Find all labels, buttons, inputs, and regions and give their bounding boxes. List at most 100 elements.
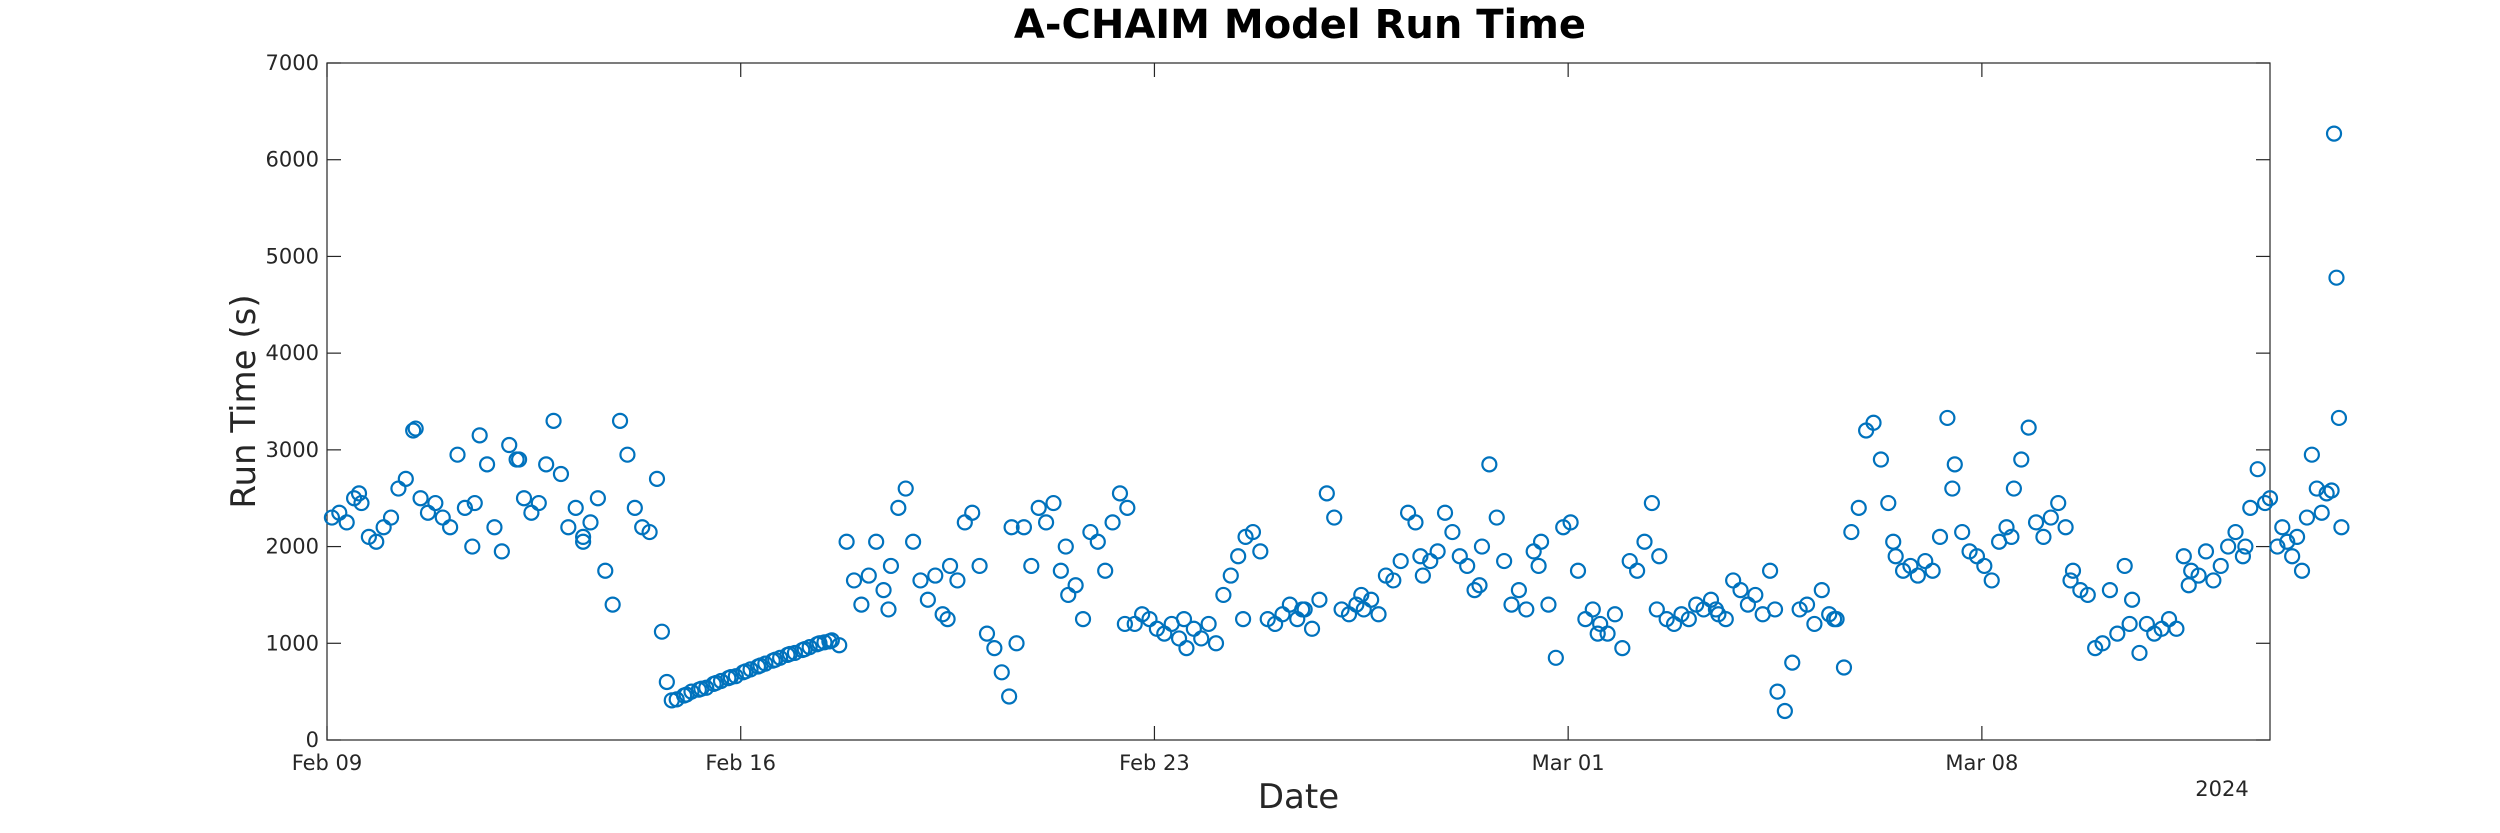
data-point (1436, 504, 1454, 521)
x-tick-label: Feb 09 (292, 751, 363, 775)
data-point (1865, 414, 1882, 431)
data-point (2227, 523, 2244, 541)
data-point (1518, 601, 1535, 618)
data-point (2220, 538, 2237, 555)
data-point (1769, 683, 1786, 700)
data-point (619, 446, 636, 463)
data-point (552, 465, 570, 483)
data-point (2237, 538, 2254, 555)
data-point (2020, 419, 2037, 436)
data-point (2079, 586, 2096, 604)
data-point (1707, 601, 1725, 618)
data-point (1451, 548, 1468, 565)
data-point (2042, 509, 2059, 526)
data-point (831, 637, 848, 654)
data-point (1606, 606, 1624, 623)
data-point (560, 519, 577, 536)
data-point (1471, 577, 1488, 594)
data-point (1651, 548, 1668, 565)
data-point (545, 412, 562, 429)
chart-title: A-CHAIM Model Run Time (1014, 2, 1586, 48)
data-point (1175, 611, 1193, 628)
data-point (538, 456, 555, 473)
data-point (2013, 451, 2030, 468)
data-point (653, 623, 671, 640)
y-tick-label: 4000 (266, 341, 319, 365)
data-point (2168, 620, 2185, 637)
data-point (1725, 572, 1742, 589)
data-point (2094, 635, 2111, 652)
data-point (1761, 562, 1779, 579)
data-point (1599, 625, 1616, 642)
data-point (1412, 548, 1429, 565)
data-point (1776, 702, 1793, 720)
data-point (1200, 615, 1217, 633)
y-tick-label: 7000 (266, 51, 319, 75)
data-point (956, 514, 973, 531)
data-point (897, 480, 914, 497)
data-point (1747, 586, 1764, 604)
data-point (796, 640, 813, 658)
y-tick-label: 3000 (266, 438, 319, 462)
data-point (853, 596, 870, 613)
data-point (1385, 572, 1402, 589)
data-point (1353, 586, 1370, 604)
data-point (1850, 499, 1867, 516)
data-point (1732, 581, 1749, 599)
x-tick-label: Feb 23 (1119, 751, 1190, 775)
data-point (1931, 528, 1949, 546)
data-point (1621, 552, 1638, 570)
data-point (964, 504, 981, 521)
data-point (456, 499, 474, 516)
data-point (1037, 514, 1055, 531)
data-point (1939, 409, 1956, 427)
data-point (2131, 644, 2148, 662)
data-point (626, 499, 643, 516)
data-point (412, 490, 429, 507)
axis-ticks: 0 1000 2000 3000 4000 5000 6000 7000 Feb 09 Feb 1… (266, 51, 2270, 775)
data-point (2328, 269, 2345, 286)
data-point (2298, 509, 2316, 526)
x-tick-label: Mar 08 (1945, 751, 2018, 775)
data-point (2288, 528, 2306, 546)
data-point (1222, 567, 1239, 584)
data-point (567, 499, 584, 516)
data-point (2284, 548, 2301, 565)
data-point (821, 633, 838, 650)
data-point (1530, 557, 1547, 575)
data-point (1547, 649, 1564, 666)
data-point (2197, 543, 2215, 560)
data-point (375, 519, 392, 536)
data-point (971, 557, 988, 575)
data-point (2101, 581, 2119, 599)
y-tick-label: 2000 (266, 535, 319, 559)
data-point (2035, 528, 2052, 546)
data-point (939, 611, 956, 628)
data-point (1976, 557, 1993, 575)
data-point (1244, 523, 1262, 541)
data-point (1207, 635, 1225, 652)
data-point (1274, 606, 1291, 623)
data-point (1629, 562, 1646, 579)
data-point (1532, 533, 1550, 550)
data-point (1082, 523, 1099, 541)
data-point (2003, 528, 2020, 546)
data-point (419, 504, 437, 521)
data-point (493, 543, 510, 560)
data-point (912, 572, 929, 589)
data-point (1584, 601, 1601, 618)
data-point (1806, 615, 1823, 633)
data-point (390, 480, 407, 497)
data-point (501, 436, 518, 454)
data-point (905, 533, 922, 550)
data-point (1717, 611, 1734, 628)
data-point (1215, 586, 1232, 604)
data-point (2313, 504, 2330, 521)
data-point (1909, 567, 1926, 584)
data-point (845, 572, 863, 589)
data-point (338, 514, 355, 531)
data-point (1525, 543, 1542, 560)
data-point (1111, 485, 1129, 502)
data-point (2005, 480, 2022, 497)
